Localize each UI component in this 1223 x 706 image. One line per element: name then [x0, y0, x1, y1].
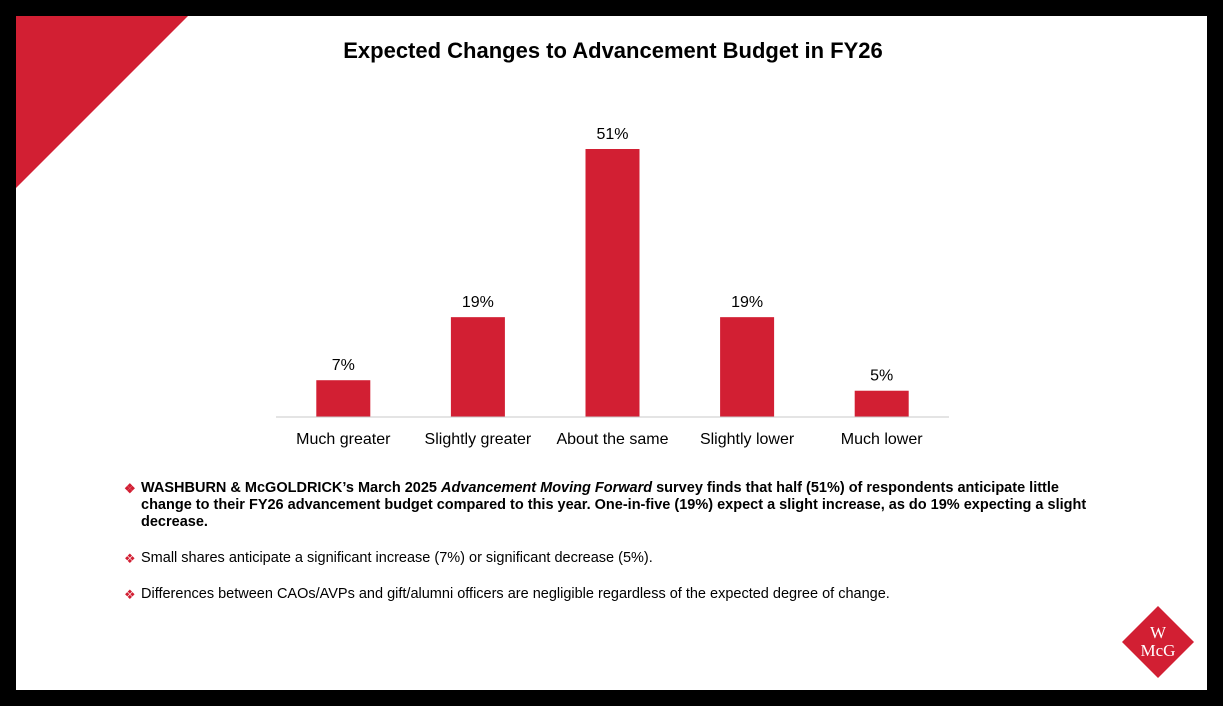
- logo-bottom-text: McG: [1141, 641, 1176, 660]
- bar-1: [450, 317, 505, 417]
- bar-3: [720, 317, 775, 417]
- bar-0: [316, 380, 371, 417]
- category-label-3: Slightly lower: [700, 431, 795, 448]
- bullet-list: ❖ WASHBURN & McGOLDRICK’s March 2025 Adva…: [124, 480, 1094, 622]
- data-label-0: 7%: [332, 357, 355, 374]
- category-label-0: Much greater: [296, 431, 391, 448]
- bar-chart: 7% Much greater 19% Slightly greater 51% Abou…: [276, 126, 949, 448]
- bar-2: [585, 149, 640, 417]
- bullet-marker-icon: ❖: [124, 587, 136, 602]
- category-label-4: Much lower: [841, 431, 923, 448]
- bullet-text-part: Small shares anticipate a significant in…: [141, 550, 653, 566]
- bullet-item-0: ❖ WASHBURN & McGOLDRICK’s March 2025 Adva…: [124, 480, 1094, 531]
- bullet-text-part: Differences between CAOs/AVPs and gift/a…: [141, 586, 890, 602]
- bullet-item-1: ❖ Small shares anticipate a significant i…: [124, 550, 1094, 567]
- bar-4: [854, 390, 909, 417]
- category-label-2: About the same: [556, 431, 668, 448]
- bullet-marker-icon: ❖: [124, 551, 136, 566]
- chart-title: Expected Changes to Advancement Budget i…: [343, 38, 883, 63]
- slide: Expected Changes to Advancement Budget i…: [16, 16, 1207, 690]
- data-label-4: 5%: [870, 368, 893, 385]
- wmcg-logo: W McG: [1122, 606, 1194, 678]
- logo-top-text: W: [1150, 623, 1167, 642]
- bullet-marker-icon: ❖: [124, 481, 136, 496]
- category-label-1: Slightly greater: [425, 431, 532, 448]
- data-label-1: 19%: [462, 294, 494, 311]
- bullet-text-part: survey finds that half (51%) of responde…: [141, 480, 1087, 530]
- data-label-2: 51%: [596, 126, 628, 143]
- bullet-text-part: WASHBURN & McGOLDRICK’s March 2025: [141, 480, 441, 496]
- bullet-text-part: Advancement Moving Forward: [441, 480, 653, 496]
- data-label-3: 19%: [731, 294, 763, 311]
- bullet-item-2: ❖ Differences between CAOs/AVPs and gift/…: [124, 586, 1094, 603]
